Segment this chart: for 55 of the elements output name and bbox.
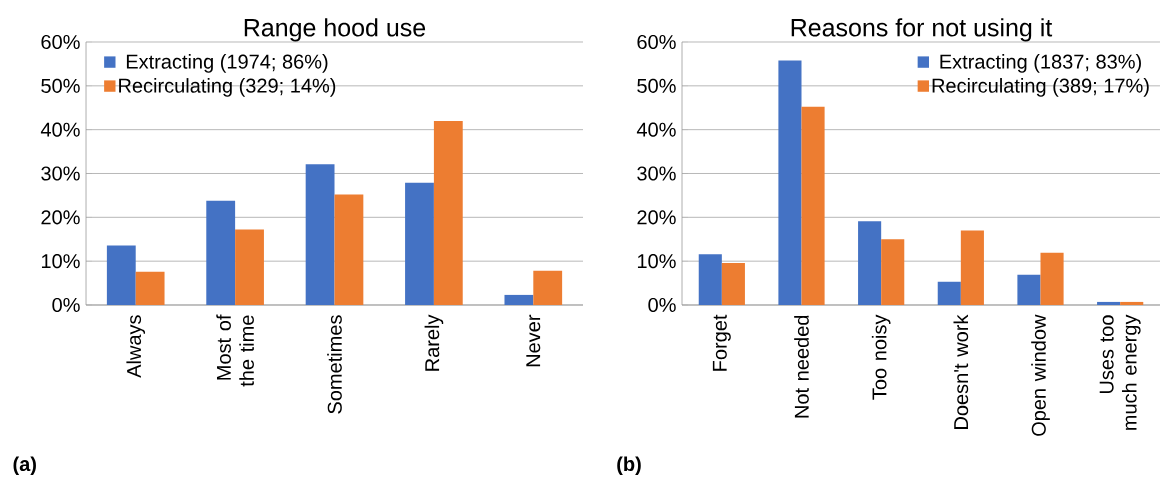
y-tick-label: 60% bbox=[41, 34, 80, 50]
bar bbox=[721, 262, 745, 305]
legend-label: Extracting (1974; 86%) bbox=[126, 54, 328, 73]
text: (a) bbox=[13, 456, 36, 476]
bar bbox=[1017, 274, 1041, 305]
bar bbox=[778, 60, 802, 305]
y-tick-label: 30% bbox=[41, 166, 80, 181]
bar bbox=[1120, 301, 1144, 305]
x-tick-label: Open window bbox=[1031, 314, 1050, 436]
bar bbox=[1040, 252, 1064, 305]
bar bbox=[504, 294, 534, 305]
y-tick-label: 40% bbox=[40, 122, 80, 137]
bar bbox=[135, 271, 165, 305]
y-tick-label: 10% bbox=[41, 254, 80, 269]
y-tick-label: 30% bbox=[637, 166, 676, 181]
bar bbox=[235, 229, 264, 305]
y-tick-label: 0% bbox=[648, 297, 676, 313]
bar bbox=[698, 254, 722, 305]
legend-label: Recirculating (329; 14%) bbox=[119, 78, 336, 97]
bar bbox=[1097, 301, 1121, 305]
legend-label: Extracting (1837; 83%) bbox=[940, 54, 1141, 73]
text: (b) bbox=[617, 456, 641, 476]
x-tick-label: Always bbox=[126, 315, 146, 378]
y-tick-label: 50% bbox=[41, 78, 80, 93]
legend-label: Recirculating (389; 17%) bbox=[932, 78, 1149, 97]
bar bbox=[801, 106, 825, 305]
bar bbox=[206, 200, 236, 305]
bar bbox=[334, 194, 364, 305]
y-tick-label: 40% bbox=[636, 122, 676, 137]
chart-title: Range hood use bbox=[244, 18, 426, 42]
bar bbox=[533, 270, 563, 305]
y-tick-label: 10% bbox=[637, 254, 676, 269]
bar bbox=[960, 230, 984, 305]
x-tick-label: Too noisy bbox=[871, 314, 891, 400]
x-tick-label: Most of the time bbox=[216, 314, 254, 387]
x-tick-label: Not needed bbox=[794, 315, 809, 418]
y-tick-label: 0% bbox=[52, 297, 80, 313]
x-tick-label: Forget bbox=[712, 314, 731, 371]
bar bbox=[405, 182, 434, 305]
x-tick-label: Rarely bbox=[424, 314, 444, 371]
x-tick-label: Never bbox=[526, 314, 541, 367]
x-tick-label: Doesn't work bbox=[953, 314, 969, 429]
bar bbox=[881, 239, 905, 305]
bar bbox=[433, 120, 463, 305]
bar bbox=[305, 164, 335, 305]
y-tick-label: 60% bbox=[637, 34, 676, 50]
y-tick-label: 20% bbox=[41, 210, 80, 225]
bar bbox=[858, 221, 882, 305]
bar bbox=[937, 281, 961, 305]
x-tick-label: Sometimes bbox=[327, 315, 342, 414]
bar bbox=[106, 245, 136, 305]
chart-title: Reasons for not using it bbox=[791, 18, 1053, 42]
y-tick-label: 20% bbox=[637, 210, 676, 225]
x-tick-label: Uses too much energy bbox=[1099, 314, 1141, 430]
y-tick-label: 50% bbox=[637, 78, 676, 93]
